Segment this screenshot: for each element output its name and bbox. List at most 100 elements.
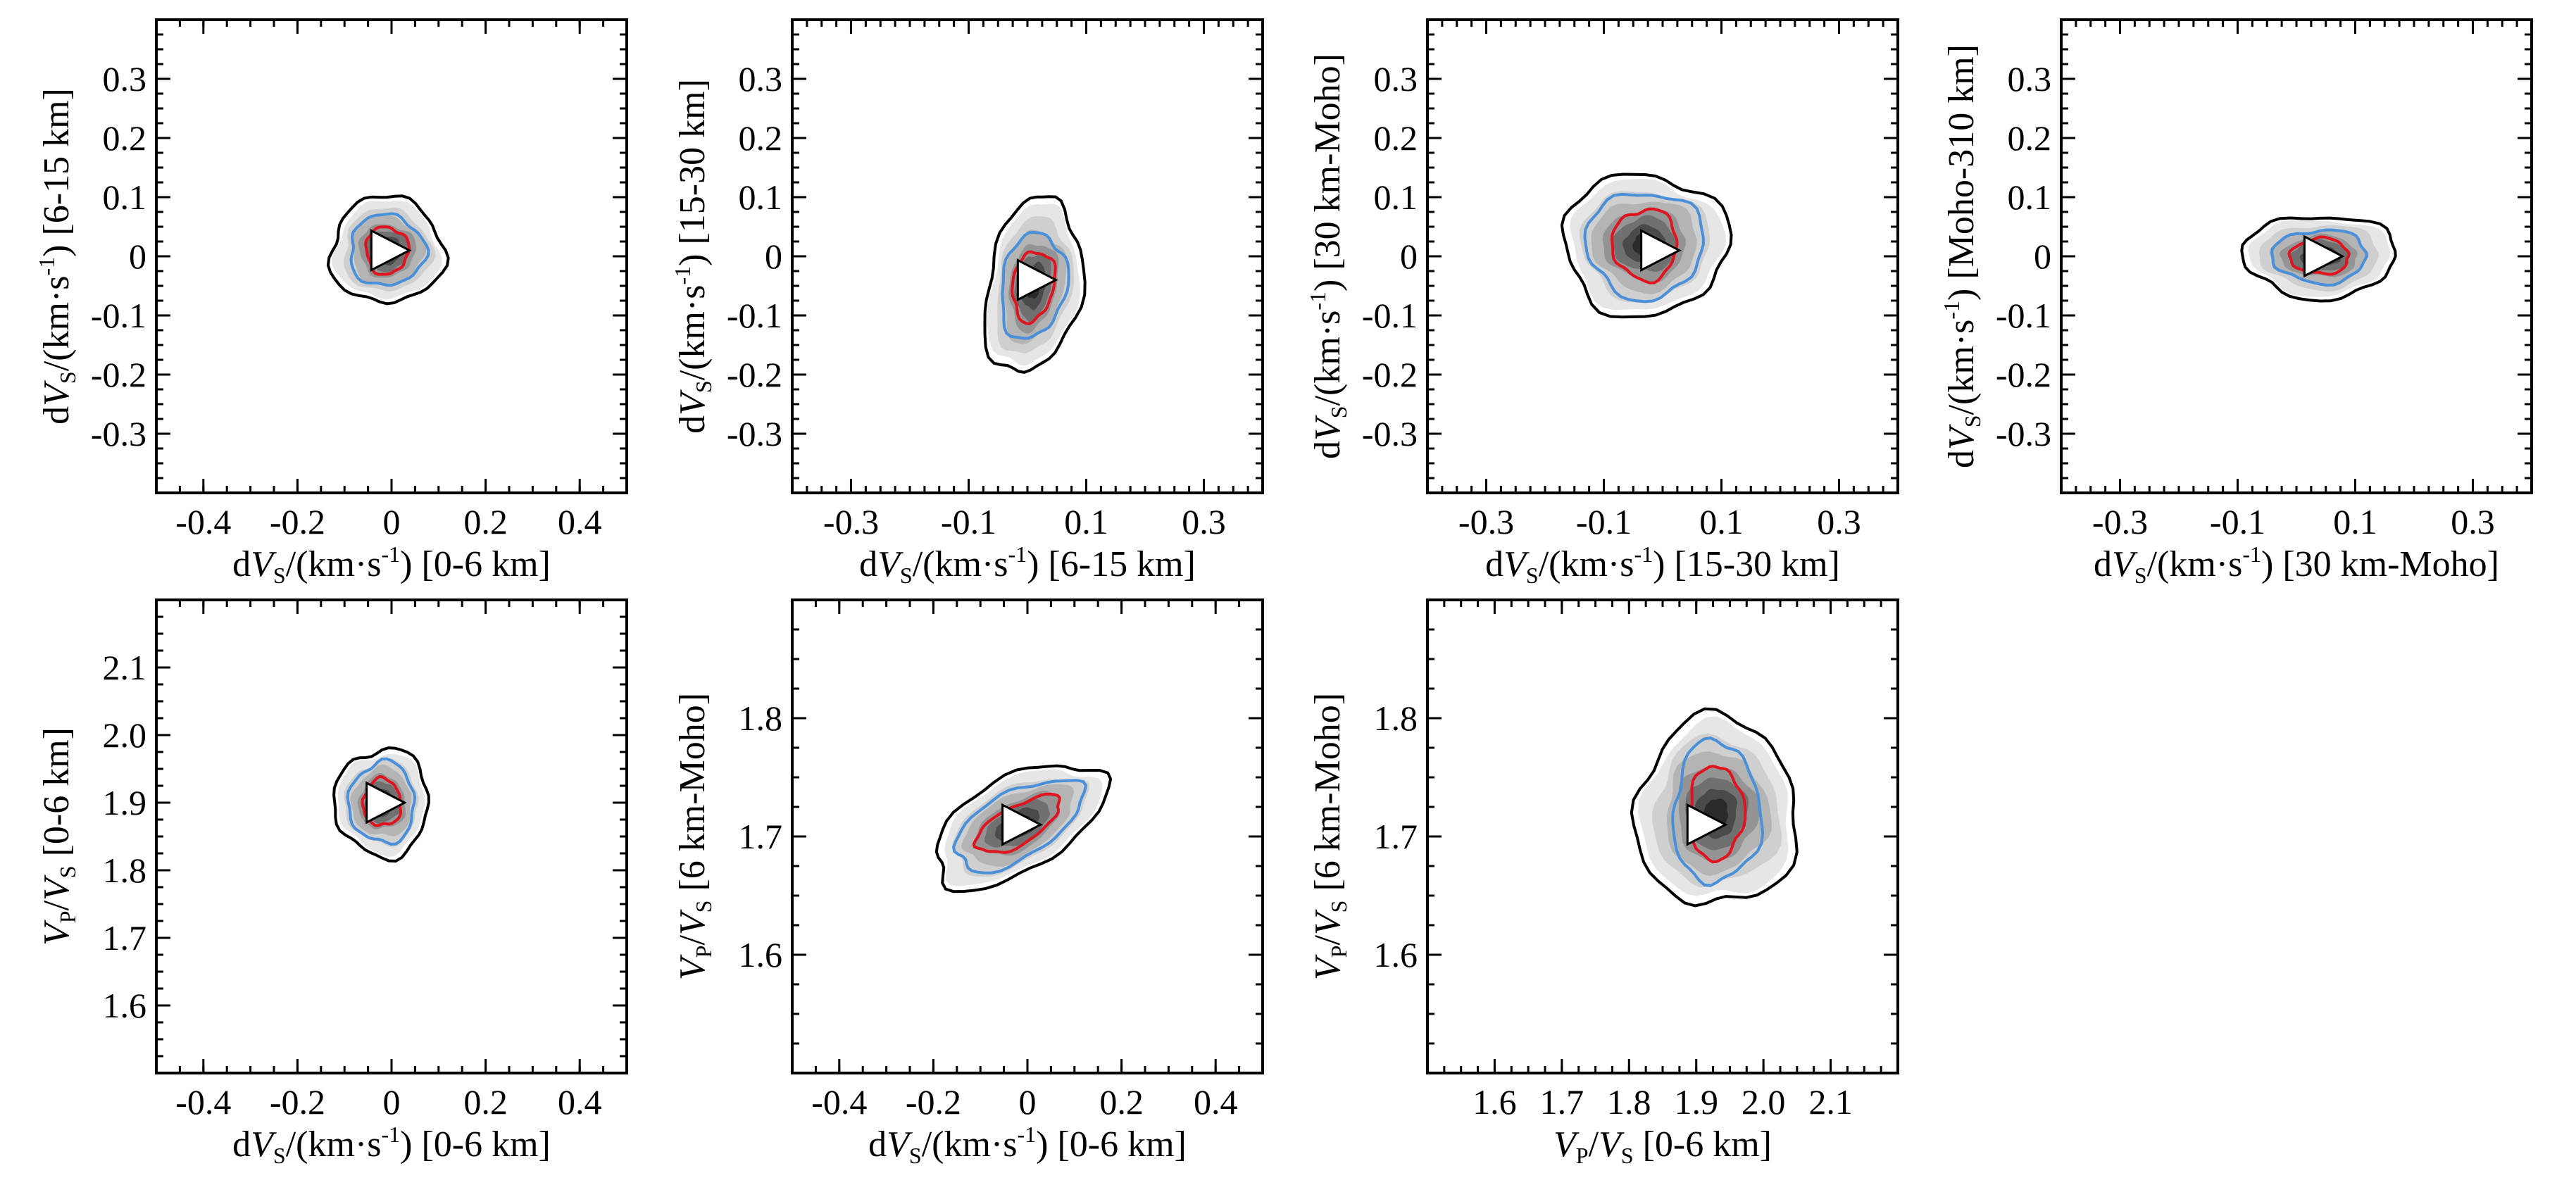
y-tick-label: 0.1 (1374, 177, 1418, 217)
contour-outer (1630, 707, 1799, 908)
y-axis-label: VP/VS [0-6 km] (37, 727, 80, 946)
x-tick-label: 0 (1019, 1082, 1037, 1122)
y-tick-label: 0 (1400, 237, 1418, 276)
contour-middle (346, 757, 417, 846)
x-tick-label: -0.3 (823, 502, 879, 541)
y-axis-label: dVS/(km·s-1) [30 km-Moho] (1305, 54, 1351, 459)
x-tick-label: -0.3 (2092, 502, 2148, 541)
x-tick-label: 0 (383, 1082, 401, 1122)
svg-text:VP/VS [6 km-Moho]: VP/VS [6 km-Moho] (673, 693, 716, 980)
marker-triangle (2303, 234, 2345, 278)
y-tick-label: 0.3 (739, 59, 783, 99)
x-tick-label: -0.1 (941, 502, 996, 541)
x-tick-label: -0.4 (811, 1082, 867, 1122)
y-tick-label: 0.1 (2008, 177, 2052, 217)
marker-triangle (1640, 229, 1682, 272)
contour-middle (1583, 192, 1705, 303)
y-tick-label: 0.2 (103, 118, 147, 158)
contour-inner (1011, 250, 1057, 325)
y-tick-label: 0 (765, 237, 782, 276)
x-tick-label: 1.7 (1540, 1082, 1584, 1122)
y-tick-label: 1.6 (739, 935, 783, 974)
x-tick-label: -0.1 (2210, 502, 2265, 541)
panel-2: -0.3 -0.1 0.1 0.3-0.3-0.2-0.100.10.20.3dVS/… (670, 18, 1264, 588)
x-tick-label: 0.1 (2333, 502, 2377, 541)
contour-outer (2240, 216, 2397, 303)
x-axis-label: dVS/(km·s-1) [30 km-Moho] (2094, 541, 2499, 588)
y-tick-label: 0.1 (103, 177, 147, 217)
x-tick-label: 1.8 (1607, 1082, 1651, 1122)
contour-outer (326, 194, 450, 306)
x-axis-label: dVS/(km·s-1) [0-6 km] (232, 1122, 551, 1168)
contour-inner (361, 775, 403, 827)
svg-text:dVS/(km·s-1) [15-30 km]: dVS/(km·s-1) [15-30 km] (670, 79, 716, 434)
y-tick-label: 0 (129, 237, 146, 276)
y-tick-label: 1.9 (103, 783, 147, 822)
panel-3: -0.3 -0.1 0.1 0.3-0.3-0.2-0.100.10.20.3dVS/… (1305, 18, 1899, 588)
x-tick-label: 1.9 (1674, 1082, 1718, 1122)
panel-5: -0.4 -0.2 0 0.2 0.4 1.6 1.7 1.8 1.9 2.0 2.1 dVS/(km… (37, 598, 628, 1168)
svg-text:dVS/(km·s-1) [6-15 km]: dVS/(km·s-1) [6-15 km] (859, 541, 1196, 588)
y-tick-label: 1.8 (1374, 698, 1418, 738)
x-tick-label: 0.3 (2451, 502, 2495, 541)
y-tick-label: 1.6 (103, 986, 147, 1025)
contour-inner (364, 225, 411, 276)
y-tick-label: -0.3 (91, 414, 146, 453)
contour-outer (1560, 173, 1733, 319)
y-tick-label: 1.8 (103, 851, 147, 890)
svg-text:VP/VS [0-6 km]: VP/VS [0-6 km] (1553, 1124, 1772, 1168)
x-tick-label: -0.2 (906, 1082, 961, 1122)
x-tick-label: 0.2 (463, 1082, 508, 1122)
x-tick-label: 2.1 (1808, 1082, 1853, 1122)
svg-text:VP/VS [6 km-Moho]: VP/VS [6 km-Moho] (1308, 693, 1351, 980)
y-tick-label: 1.6 (1374, 935, 1418, 974)
y-tick-label: 0.2 (2008, 118, 2052, 158)
y-tick-label: -0.1 (1996, 296, 2051, 335)
x-tick-label: 0.4 (558, 502, 602, 541)
y-tick-label: -0.1 (727, 296, 782, 335)
y-tick-label: 0 (2034, 237, 2051, 276)
y-tick-label: -0.2 (91, 355, 146, 394)
y-tick-label: -0.3 (1996, 414, 2051, 453)
x-tick-label: -0.2 (270, 1082, 325, 1122)
x-tick-label: 0.2 (1099, 1082, 1144, 1122)
y-tick-label: 0.1 (739, 177, 783, 217)
y-tick-label: 1.7 (103, 918, 147, 958)
y-tick-label: -0.2 (727, 355, 782, 394)
svg-text:dVS/(km·s-1) [6-15 km]: dVS/(km·s-1) [6-15 km] (34, 88, 80, 425)
y-tick-label: 0.3 (2008, 59, 2052, 99)
x-tick-label: 0.4 (1194, 1082, 1238, 1122)
y-tick-label: -0.1 (1362, 296, 1418, 335)
svg-text:dVS/(km·s-1) [30 km-Moho]: dVS/(km·s-1) [30 km-Moho] (2094, 541, 2499, 588)
x-axis-label: dVS/(km·s-1) [0-6 km] (868, 1122, 1187, 1168)
svg-text:dVS/(km·s-1) [Moho-310 km]: dVS/(km·s-1) [Moho-310 km] (1939, 44, 1985, 468)
x-tick-label: 0.3 (1182, 502, 1226, 541)
x-tick-label: -0.3 (1458, 502, 1514, 541)
contour-outer (332, 746, 430, 863)
y-tick-label: 1.7 (739, 817, 783, 856)
svg-text:dVS/(km·s-1) [15-30 km]: dVS/(km·s-1) [15-30 km] (1485, 541, 1840, 588)
contour-middle (1001, 230, 1070, 340)
y-tick-label: -0.3 (1362, 414, 1418, 453)
x-tick-label: -0.1 (1576, 502, 1632, 541)
svg-text:dVS/(km·s-1) [30 km-Moho]: dVS/(km·s-1) [30 km-Moho] (1305, 54, 1351, 459)
marker-triangle (1016, 258, 1058, 302)
contour-middle (952, 779, 1088, 874)
marker-triangle (1686, 803, 1728, 846)
x-tick-label: 0.1 (1699, 502, 1744, 541)
contour-middle (349, 212, 430, 287)
y-axis-label: dVS/(km·s-1) [15-30 km] (670, 79, 716, 434)
panel-1: -0.4 -0.2 0 0.2 0.4 -0.3 -0.2 -0.1 0 0.1 0.2 0.3 dVS… (34, 18, 628, 588)
svg-text:dVS/(km·s-1) [0-6 km]: dVS/(km·s-1) [0-6 km] (868, 1122, 1187, 1168)
x-axis-label: dVS/(km·s-1) [15-30 km] (1485, 541, 1840, 588)
y-tick-label: -0.2 (1996, 355, 2051, 394)
x-tick-label: 2.0 (1742, 1082, 1786, 1122)
x-axis-label: dVS/(km·s-1) [6-15 km] (859, 541, 1196, 588)
contour-inner (1610, 207, 1679, 284)
y-tick-label: 2.1 (103, 648, 147, 687)
panel-4: -0.3 -0.1 0.1 0.3-0.3-0.2-0.100.10.20.3dVS/… (1939, 18, 2533, 588)
svg-text:dVS/(km·s-1) [0-6 km]: dVS/(km·s-1) [0-6 km] (232, 1122, 551, 1168)
x-tick-label: 0.4 (558, 1082, 602, 1122)
y-tick-label: 0.2 (739, 118, 783, 158)
